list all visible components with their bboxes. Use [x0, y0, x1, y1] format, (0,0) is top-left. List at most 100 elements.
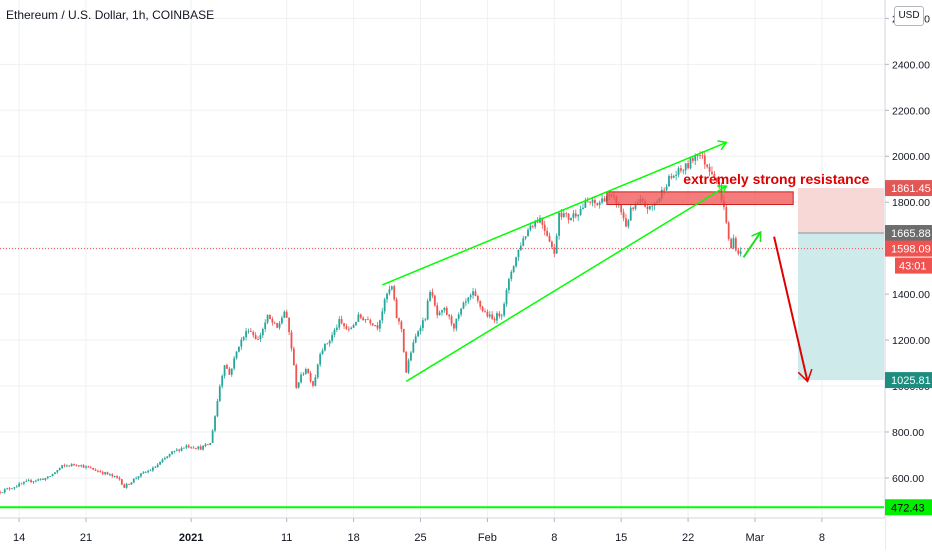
candle-body: [180, 448, 183, 451]
candle-body: [426, 300, 429, 320]
time-tick-label: 21: [80, 532, 92, 544]
candle-body: [192, 447, 195, 449]
candle-body: [0, 491, 1, 493]
entry-price-label-background: [885, 225, 932, 242]
candle-body: [281, 317, 283, 324]
candle-body: [15, 486, 18, 488]
position-tool-zones[interactable]: [0, 188, 884, 381]
time-tick-label: 2021: [179, 532, 203, 544]
candle-body: [469, 295, 472, 298]
candle-body: [374, 325, 377, 326]
drawings[interactable]: extremely strong resistance: [0, 140, 884, 509]
candle-body: [691, 158, 694, 161]
candle-body: [109, 474, 111, 476]
candle-body: [63, 465, 66, 467]
candle-body: [376, 325, 379, 329]
time-tick-label: 8: [551, 532, 557, 544]
candle-body: [503, 303, 506, 316]
candle-body: [297, 382, 300, 388]
candle-body: [271, 318, 274, 323]
candle-body: [22, 481, 25, 484]
resistance-zone: [606, 191, 794, 206]
candle-body: [175, 449, 178, 451]
candle-body: [519, 245, 522, 250]
candle-body: [97, 470, 99, 472]
candle-body: [498, 313, 501, 317]
candle-body: [27, 480, 30, 481]
candle-body: [689, 158, 692, 169]
candle-body: [507, 279, 510, 290]
candle-body: [675, 174, 678, 176]
candle-body: [414, 336, 417, 343]
candle-body: [670, 176, 673, 178]
price-tick-label: 1400.00: [892, 289, 930, 301]
candle-body: [178, 449, 181, 451]
candle-body: [135, 478, 138, 479]
currency-button[interactable]: USD: [894, 6, 924, 26]
candle-body: [617, 204, 620, 206]
candle-body: [476, 295, 479, 301]
time-tick-label: 22: [682, 532, 694, 544]
candle-body: [264, 322, 267, 330]
candle-body: [682, 170, 685, 172]
time-tick-label: Feb: [478, 532, 497, 544]
candle-body: [113, 475, 116, 477]
candle-body: [510, 271, 513, 280]
candle-body: [302, 373, 305, 375]
time-tick-label: 25: [414, 532, 426, 544]
candle-body: [562, 213, 565, 217]
candle-body: [99, 471, 102, 473]
candle-body: [421, 320, 424, 329]
candle-body: [371, 323, 374, 326]
candle-body: [116, 475, 118, 478]
price-labels: 1861.45 1665.88 1598.09 43:01 1025.81 472.43: [885, 180, 932, 516]
candle-body: [128, 483, 130, 485]
candle-body: [515, 257, 517, 267]
time-tick-label: 18: [347, 532, 359, 544]
price-tick-label: 600.00: [892, 473, 924, 485]
candle-body: [120, 479, 123, 485]
price-tick-label: 2400.00: [892, 59, 930, 71]
wedge-upper-arrowhead: [717, 140, 728, 151]
candle-body: [713, 174, 716, 178]
candle-body: [443, 307, 446, 311]
candle-body: [493, 318, 496, 321]
candle-body: [25, 480, 28, 482]
candle-body: [87, 466, 90, 468]
candle-body: [132, 478, 135, 483]
candle-body: [292, 348, 295, 366]
wedge-lower-arrowhead: [717, 185, 728, 195]
candle-body: [276, 323, 279, 328]
candle-body: [541, 217, 544, 225]
candle-body: [125, 483, 128, 488]
candle-body: [505, 289, 508, 304]
bounce-arrow-line: [742, 231, 762, 258]
candle-body: [732, 238, 735, 249]
candle-body: [111, 474, 114, 477]
candle-body: [665, 186, 668, 191]
target-price-label-background: [885, 372, 932, 389]
candle-body: [269, 314, 271, 319]
candle-body: [324, 343, 326, 351]
candle-body: [680, 168, 682, 171]
candle-body: [433, 295, 436, 306]
stop-price-label-background: [885, 180, 932, 197]
candle-body: [30, 480, 32, 483]
candle-body: [34, 480, 37, 482]
candle-body: [240, 339, 243, 347]
take-profit-zone: [797, 233, 884, 381]
candle-body: [70, 464, 73, 467]
support-price-label-background: [885, 499, 932, 516]
candle-body: [307, 369, 310, 374]
candle-body: [235, 351, 238, 359]
price-tick-label: 2200.00: [892, 105, 930, 117]
candle-body: [144, 472, 147, 473]
candle-body: [39, 478, 42, 480]
candle-body: [94, 469, 97, 471]
candle-body: [536, 221, 539, 223]
candle-body: [648, 206, 651, 210]
candle-body: [104, 472, 107, 474]
candle-body: [321, 350, 324, 355]
